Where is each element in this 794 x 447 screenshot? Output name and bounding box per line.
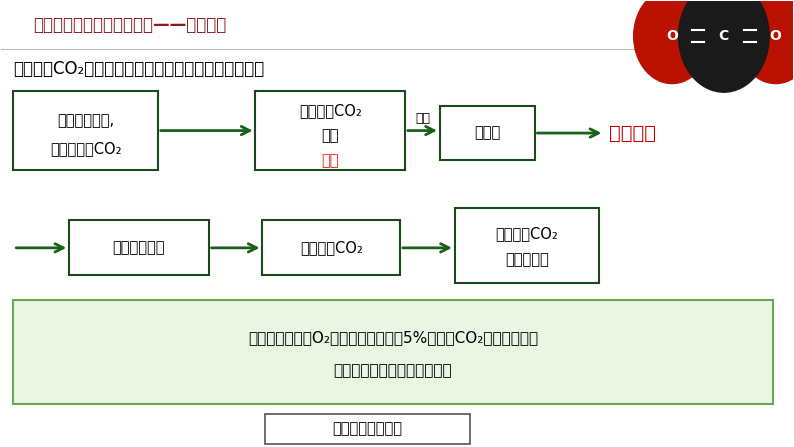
Text: 产生较多的CO₂: 产生较多的CO₂ [50, 141, 121, 156]
Text: 呼吸中枢位于脑干: 呼吸中枢位于脑干 [333, 421, 403, 436]
Ellipse shape [634, 0, 711, 84]
FancyBboxPatch shape [455, 208, 599, 283]
Text: 感受器: 感受器 [474, 126, 500, 140]
Text: 呼吸中枢: 呼吸中枢 [609, 123, 657, 143]
Text: 维持体内CO₂: 维持体内CO₂ [495, 226, 558, 241]
Text: 排出多余CO₂: 排出多余CO₂ [300, 240, 363, 255]
Text: 含量: 含量 [322, 128, 339, 143]
Text: 升高: 升高 [322, 153, 339, 168]
Ellipse shape [738, 0, 794, 84]
Text: 【思考】CO₂作为体液中的信息分子起什么调节作用？: 【思考】CO₂作为体液中的信息分子起什么调节作用？ [13, 60, 264, 78]
Text: 刺激: 刺激 [415, 112, 430, 125]
FancyBboxPatch shape [256, 91, 405, 170]
FancyBboxPatch shape [13, 299, 773, 404]
Text: 含量的稳定: 含量的稳定 [505, 252, 549, 267]
FancyBboxPatch shape [440, 106, 534, 160]
FancyBboxPatch shape [265, 414, 470, 443]
Text: 呼吸运动加强: 呼吸运动加强 [113, 240, 165, 255]
Text: 血液中的CO₂: 血液中的CO₂ [299, 103, 362, 118]
Text: 临床上给患者输O₂时，往往采用含有5%左右的CO₂的混合气体，: 临床上给患者输O₂时，往往采用含有5%左右的CO₂的混合气体， [248, 330, 538, 345]
FancyBboxPatch shape [263, 220, 400, 274]
FancyBboxPatch shape [13, 91, 158, 170]
FancyBboxPatch shape [69, 220, 209, 274]
Text: O: O [666, 29, 678, 43]
Text: 细胞代谢加快,: 细胞代谢加快, [57, 113, 114, 128]
Ellipse shape [679, 0, 769, 92]
Text: O: O [769, 29, 781, 43]
Text: 以达到刺激呼吸中枢的目的。: 以达到刺激呼吸中枢的目的。 [333, 363, 453, 379]
Text: C: C [719, 29, 729, 43]
Text: 体液调节与神经调节的比较——体液调节: 体液调节与神经调节的比较——体液调节 [33, 16, 226, 34]
